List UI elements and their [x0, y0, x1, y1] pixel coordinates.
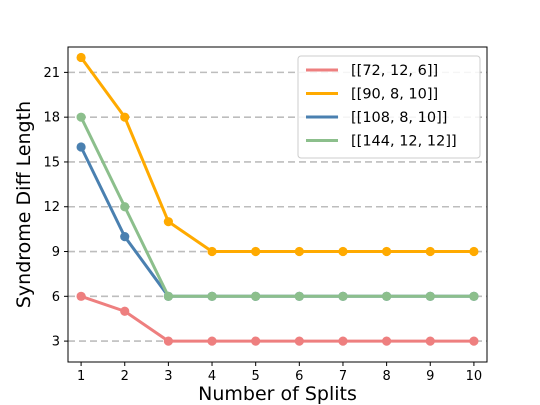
plot-area-frame: [67, 46, 488, 363]
data-point: [120, 306, 130, 316]
x-tick-label: 6: [295, 369, 303, 384]
data-point: [76, 112, 86, 122]
data-point: [163, 291, 173, 301]
data-point: [425, 246, 435, 257]
data-point: [294, 336, 304, 346]
series-line: [79, 145, 476, 298]
data-point: [76, 52, 86, 63]
data-point: [120, 202, 130, 212]
data-point: [338, 291, 348, 301]
legend-label: [[90, 8, 10]]: [351, 87, 438, 103]
x-tick-label: 8: [382, 369, 390, 384]
legend-items: [[72, 12, 6]] [[90, 8, 10]] [[108, 8, 10]]…: [306, 63, 457, 150]
y-tick-label: 3: [52, 335, 60, 350]
data-point: [76, 142, 86, 152]
data-point: [251, 291, 261, 301]
data-point: [294, 291, 304, 301]
series-1: [76, 52, 479, 257]
data-point: [469, 336, 479, 346]
legend-label: [[108, 8, 10]]: [351, 110, 447, 126]
x-tick-label: 10: [466, 369, 483, 384]
legend-label: [[144, 12, 12]]: [351, 134, 457, 150]
x-axis-ticks: 1 2 3 4 5 6 7 8 9 10: [77, 362, 482, 384]
legend-item: [[90, 8, 10]]: [306, 87, 438, 103]
y-axis-ticks: 3 6 9 12 15 18 21: [43, 66, 68, 350]
x-tick-label: 5: [252, 369, 260, 384]
y-tick-label: 15: [43, 155, 60, 170]
data-point: [425, 291, 435, 301]
data-point: [120, 112, 130, 122]
y-tick-label: 9: [52, 245, 60, 260]
data-point: [425, 336, 435, 346]
data-point: [163, 217, 173, 227]
data-point: [207, 246, 217, 257]
y-tick-label: 21: [43, 66, 60, 81]
legend-item: [[72, 12, 6]]: [306, 63, 438, 79]
legend-item: [[108, 8, 10]]: [306, 110, 447, 126]
x-tick-label: 7: [339, 369, 347, 384]
series-lines: [76, 52, 479, 346]
y-tick-label: 12: [43, 200, 60, 215]
x-axis-label: Number of Splits: [198, 383, 357, 405]
x-tick-label: 2: [121, 369, 129, 384]
y-axis-label: Syndrome Diff Length: [13, 101, 35, 308]
data-point: [469, 246, 479, 257]
data-point: [163, 336, 173, 346]
data-point: [207, 291, 217, 301]
series-line: [79, 115, 476, 298]
legend: [[72, 12, 6]] [[90, 8, 10]] [[108, 8, 10]]…: [297, 55, 481, 159]
x-tick-label: 3: [164, 369, 172, 384]
series-line: [79, 55, 476, 254]
legend-box: [297, 55, 481, 159]
data-point: [382, 246, 392, 257]
data-point: [120, 231, 130, 242]
series-2: [76, 142, 479, 301]
series-3: [76, 112, 479, 301]
data-point: [338, 336, 348, 346]
data-point: [294, 246, 304, 257]
y-tick-label: 18: [43, 111, 60, 126]
x-tick-label: 4: [208, 369, 216, 384]
data-point: [338, 246, 348, 257]
series-0: [76, 291, 479, 346]
y-tick-label: 6: [52, 290, 60, 305]
data-point: [76, 291, 86, 301]
legend-item: [[144, 12, 12]]: [306, 134, 457, 150]
data-point: [251, 336, 261, 346]
series-line: [79, 294, 476, 343]
x-tick-label: 1: [77, 369, 85, 384]
data-point: [251, 246, 261, 257]
legend-label: [[72, 12, 6]]: [351, 63, 438, 79]
x-tick-label: 9: [426, 369, 434, 384]
data-point: [469, 291, 479, 301]
data-point: [207, 336, 217, 346]
data-point: [382, 336, 392, 346]
data-point: [382, 291, 392, 301]
